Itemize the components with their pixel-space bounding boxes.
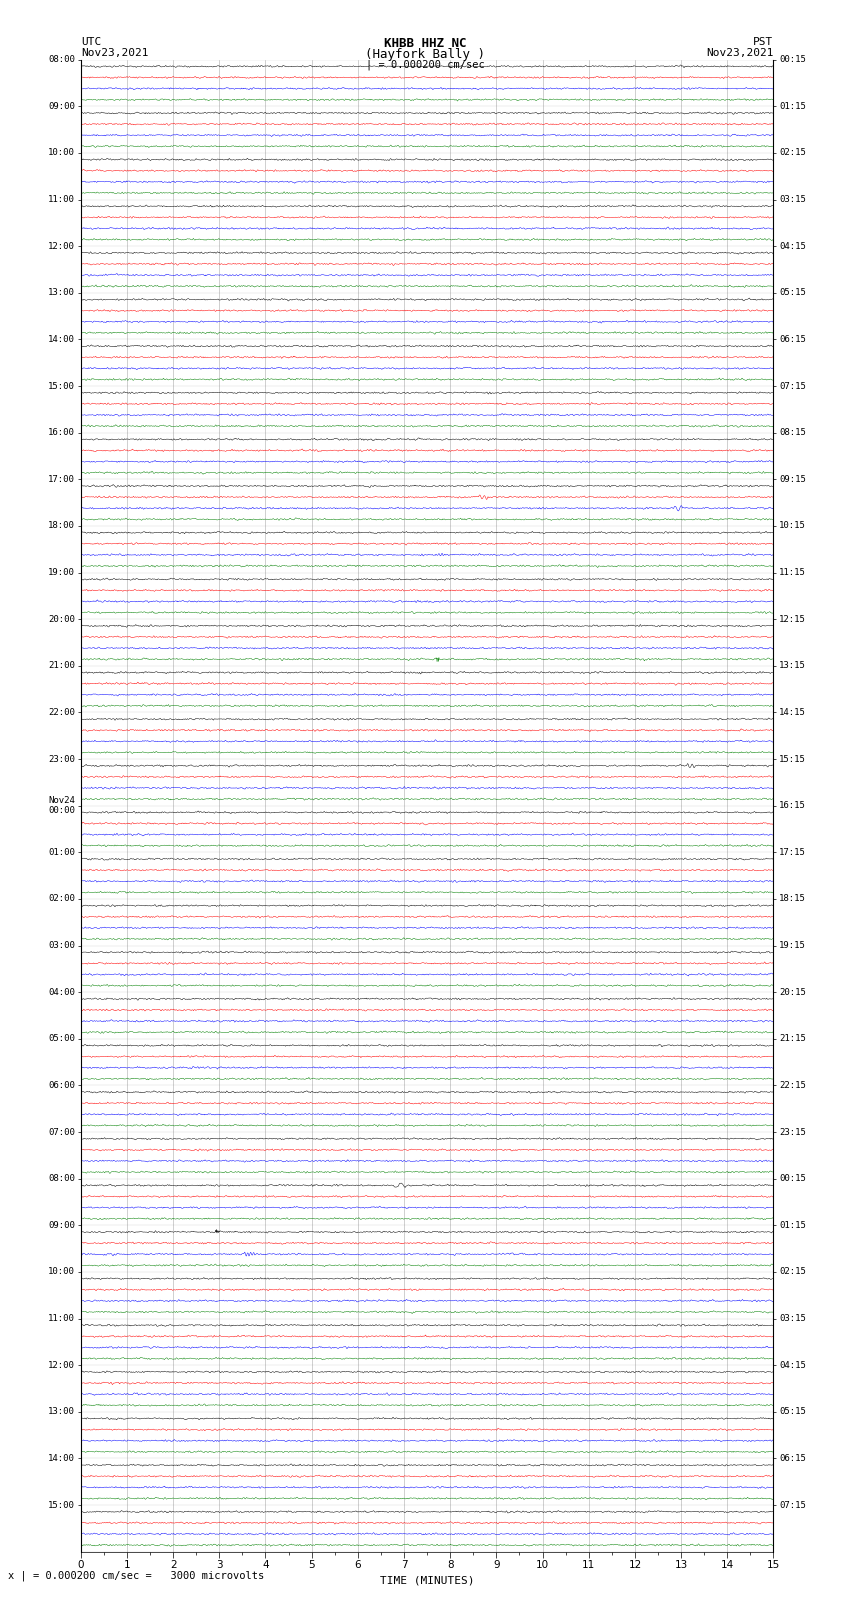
X-axis label: TIME (MINUTES): TIME (MINUTES) xyxy=(380,1576,474,1586)
Text: Nov23,2021: Nov23,2021 xyxy=(81,48,148,58)
Text: x | = 0.000200 cm/sec =   3000 microvolts: x | = 0.000200 cm/sec = 3000 microvolts xyxy=(8,1569,264,1581)
Text: Nov23,2021: Nov23,2021 xyxy=(706,48,774,58)
Text: PST: PST xyxy=(753,37,774,47)
Text: KHBB HHZ NC: KHBB HHZ NC xyxy=(383,37,467,50)
Text: (Hayfork Bally ): (Hayfork Bally ) xyxy=(365,48,485,61)
Text: | = 0.000200 cm/sec: | = 0.000200 cm/sec xyxy=(366,60,484,71)
Text: UTC: UTC xyxy=(81,37,101,47)
